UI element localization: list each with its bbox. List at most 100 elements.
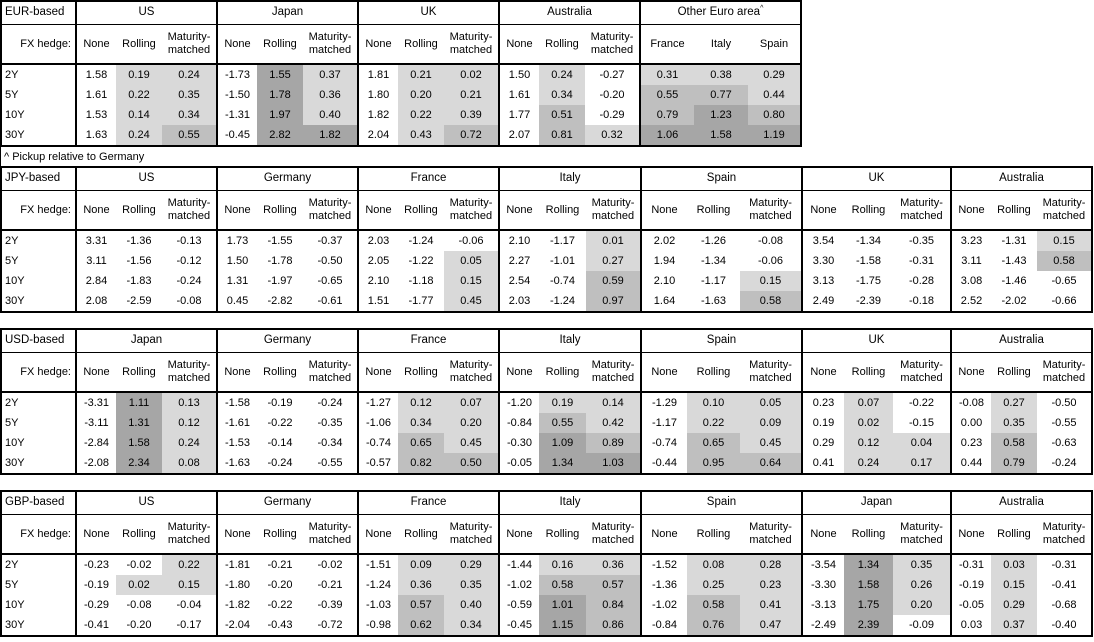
tenor-label: 10Y bbox=[5, 436, 25, 449]
value-cell: -0.44 bbox=[640, 453, 687, 474]
value-cell: 0.26 bbox=[893, 575, 951, 595]
value-cell: 0.02 bbox=[844, 413, 893, 433]
value-cell: -1.63 bbox=[700, 294, 727, 307]
value-cell: 0.10 bbox=[687, 392, 740, 413]
region-header: Spain bbox=[640, 329, 802, 353]
value-cell: -0.08 bbox=[126, 598, 152, 611]
value-cell: 0.95 bbox=[687, 453, 740, 474]
value-cell: 1.15 bbox=[539, 615, 586, 636]
value-cell: 2.27 bbox=[498, 251, 539, 271]
value-cell: -1.24 bbox=[357, 575, 398, 595]
hedge-column-header: France bbox=[639, 24, 694, 65]
value-cell: -0.29 bbox=[599, 108, 625, 121]
value-cell: -0.68 bbox=[1051, 598, 1077, 611]
value-cell: -0.05 bbox=[498, 453, 539, 474]
value-cell: 0.55 bbox=[162, 125, 217, 146]
hedge-column-header: None bbox=[640, 190, 687, 231]
value-cell: 0.36 bbox=[586, 554, 641, 575]
value-cell: 0.16 bbox=[539, 554, 586, 575]
tenor-label: 2Y bbox=[5, 68, 19, 81]
value-cell: -1.58 bbox=[855, 254, 882, 267]
hedge-column-header: None bbox=[357, 352, 398, 393]
hedge-column-header: Maturity-matched bbox=[740, 190, 802, 231]
fx-hedge-table: USD-based Japan Germany France Italy Spain UK A… bbox=[0, 328, 1093, 475]
value-cell: 3.30 bbox=[801, 251, 844, 271]
value-cell: -0.04 bbox=[176, 598, 202, 611]
value-cell: -1.27 bbox=[357, 392, 398, 413]
value-cell: -1.78 bbox=[267, 254, 293, 267]
hedge-column-header: None bbox=[498, 190, 539, 231]
value-cell: -1.80 bbox=[216, 575, 257, 595]
value-cell: 0.58 bbox=[740, 291, 802, 312]
value-cell: -0.35 bbox=[317, 416, 343, 429]
value-cell: 0.14 bbox=[586, 392, 641, 413]
value-cell: -1.43 bbox=[1001, 254, 1027, 267]
value-cell: 1.53 bbox=[75, 105, 116, 125]
fx-hedge-table: JPY-based US Germany France Italy Spain UK Aust… bbox=[0, 166, 1093, 313]
value-cell: 0.79 bbox=[639, 105, 694, 125]
hedge-column-header: Rolling bbox=[257, 514, 303, 555]
value-cell: -0.35 bbox=[908, 234, 935, 247]
value-cell: 0.34 bbox=[162, 105, 217, 125]
value-cell: 0.22 bbox=[162, 554, 217, 575]
value-cell: 1.82 bbox=[357, 105, 398, 125]
hedge-column-header: None bbox=[357, 24, 398, 65]
value-cell: -0.74 bbox=[640, 433, 687, 453]
value-cell: 0.36 bbox=[398, 575, 444, 595]
region-header: Japan bbox=[801, 491, 951, 515]
value-cell: -1.17 bbox=[549, 234, 576, 247]
hedge-column-header: Rolling bbox=[991, 514, 1037, 555]
tenor-label: 30Y bbox=[5, 618, 25, 631]
value-cell: 0.45 bbox=[444, 433, 499, 453]
value-cell: 1.58 bbox=[844, 575, 893, 595]
value-cell: -1.44 bbox=[498, 554, 539, 575]
value-cell: 2.08 bbox=[75, 291, 116, 312]
tenor-label: 2Y bbox=[5, 234, 19, 247]
value-cell: 0.37 bbox=[303, 64, 358, 85]
value-cell: -0.30 bbox=[498, 433, 539, 453]
value-cell: 0.65 bbox=[687, 433, 740, 453]
value-cell: 0.47 bbox=[740, 615, 802, 636]
value-cell: 0.35 bbox=[893, 554, 951, 575]
hedge-column-header: None bbox=[216, 24, 257, 65]
value-cell: -0.31 bbox=[1051, 558, 1077, 571]
value-cell: 0.79 bbox=[991, 453, 1037, 474]
value-cell: 0.22 bbox=[116, 85, 162, 105]
tenor-label: 5Y bbox=[5, 416, 19, 429]
value-cell: -1.31 bbox=[216, 105, 257, 125]
region-header: Japan bbox=[216, 1, 358, 25]
gbp-based-table: GBP-based US Germany France Italy Spain Japan A… bbox=[0, 490, 1094, 637]
value-cell: -0.98 bbox=[357, 615, 398, 636]
hedge-column-header: None bbox=[75, 514, 116, 555]
value-cell: -0.24 bbox=[176, 274, 202, 287]
value-cell: -0.12 bbox=[176, 254, 202, 267]
hedge-column-header: Rolling bbox=[539, 190, 586, 231]
value-cell: 3.08 bbox=[950, 271, 991, 291]
value-cell: 0.39 bbox=[444, 105, 499, 125]
hedge-column-header: None bbox=[75, 190, 116, 231]
value-cell: 2.10 bbox=[357, 271, 398, 291]
value-cell: 0.41 bbox=[801, 453, 844, 474]
hedge-column-header: Maturity-matched bbox=[162, 352, 217, 393]
value-cell: -0.24 bbox=[317, 396, 343, 409]
value-cell: -1.97 bbox=[267, 274, 293, 287]
value-cell: -0.02 bbox=[126, 558, 152, 571]
fx-hedge-label: FX hedge: bbox=[1, 24, 76, 65]
value-cell: 0.24 bbox=[116, 125, 162, 146]
value-cell: -0.74 bbox=[357, 433, 398, 453]
value-cell: 0.14 bbox=[116, 105, 162, 125]
value-cell: -0.50 bbox=[1051, 396, 1077, 409]
value-cell: 1.06 bbox=[639, 125, 694, 146]
value-cell: -1.02 bbox=[498, 575, 539, 595]
hedge-column-header: Italy bbox=[694, 24, 748, 65]
value-cell: -1.17 bbox=[640, 413, 687, 433]
value-cell: -1.53 bbox=[216, 433, 257, 453]
value-cell: 0.19 bbox=[801, 413, 844, 433]
value-cell: -2.04 bbox=[216, 615, 257, 636]
value-cell: 1.11 bbox=[116, 392, 162, 413]
value-cell: 0.24 bbox=[844, 453, 893, 474]
hedge-column-header: Rolling bbox=[844, 352, 893, 393]
value-cell: -0.17 bbox=[176, 618, 202, 631]
value-cell: -1.01 bbox=[549, 254, 576, 267]
value-cell: -1.26 bbox=[700, 234, 727, 247]
